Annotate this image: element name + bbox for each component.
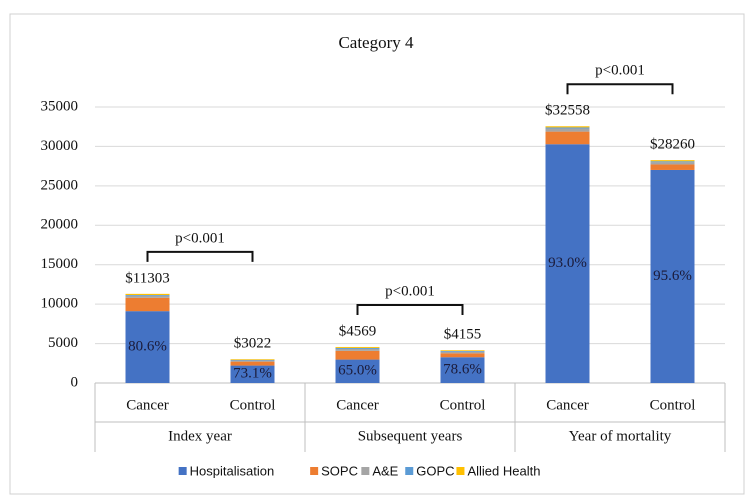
bar-segment (545, 128, 590, 132)
bar-segment (545, 127, 590, 129)
share-label: 80.6% (128, 339, 167, 355)
share-label: 73.1% (233, 366, 272, 382)
group-label: Subsequent years (358, 428, 463, 444)
x-tick-label: Control (230, 397, 276, 413)
x-tick-label: Control (440, 397, 486, 413)
legend-swatch (361, 467, 370, 475)
bar-segment (125, 293, 170, 295)
bar-segment (440, 350, 485, 351)
bar-segment (545, 131, 590, 145)
bar-segment (335, 350, 380, 360)
y-tick-label: 5000 (48, 335, 78, 351)
bar-segment (440, 350, 485, 352)
y-tick-label: 0 (71, 374, 79, 390)
x-tick-label: Cancer (336, 397, 378, 413)
share-label: 93.0% (548, 255, 587, 271)
significance-bracket (566, 83, 674, 95)
bar-segment (440, 357, 485, 383)
chart-title: Category 4 (338, 33, 414, 52)
y-tick-label: 25000 (41, 177, 79, 193)
x-tick-label: Cancer (126, 397, 168, 413)
group-label: Year of mortality (569, 428, 672, 444)
bar-segment (125, 311, 170, 383)
y-tick-label: 10000 (41, 296, 79, 312)
y-tick-label: 35000 (41, 98, 79, 114)
pvalue-label: p<0.001 (595, 63, 645, 79)
legend-label: GOPC (416, 463, 454, 478)
share-label: 78.6% (443, 362, 482, 378)
bar-segment (650, 169, 695, 383)
total-label: $28260 (650, 137, 695, 153)
group-label: Index year (168, 428, 232, 444)
bar-segment (650, 160, 695, 162)
bar-segment (545, 144, 590, 383)
legend-swatch (405, 467, 414, 475)
bar-segment (125, 294, 170, 296)
total-label: $11303 (125, 270, 169, 286)
significance-bracket (146, 250, 254, 262)
legend-swatch (178, 467, 187, 475)
legend-label: SOPC (321, 463, 358, 478)
x-tick-label: Control (650, 397, 696, 413)
bar-segment (230, 361, 275, 366)
share-label: 95.6% (653, 268, 692, 284)
bar-segment (230, 359, 275, 360)
bar-segment (230, 359, 275, 361)
bar-segment (230, 365, 275, 383)
total-label: $32558 (545, 103, 590, 119)
bar-segment (335, 348, 380, 351)
bar-segment (650, 164, 695, 170)
bar-segment (335, 347, 380, 349)
x-tick-label: Cancer (546, 397, 588, 413)
bar-segment (335, 346, 380, 348)
total-label: $4155 (444, 327, 482, 343)
bar-segment (230, 360, 275, 362)
bar-segment (440, 353, 485, 358)
bar-segment (650, 162, 695, 165)
legend-swatch (310, 467, 319, 475)
total-label: $3022 (234, 336, 272, 352)
total-label: $4569 (339, 323, 377, 339)
legend-label: A&E (372, 463, 398, 478)
y-tick-label: 15000 (41, 256, 79, 272)
bar-segment (125, 295, 170, 298)
bar-segment (545, 126, 590, 128)
pvalue-label: p<0.001 (385, 283, 435, 299)
significance-bracket (356, 303, 464, 315)
bar-segment (125, 297, 170, 312)
bar-segment (650, 161, 695, 163)
y-tick-label: 20000 (41, 217, 79, 233)
bar-segment (335, 359, 380, 383)
y-tick-label: 30000 (41, 138, 79, 154)
legend-label: Allied Health (467, 463, 540, 478)
pvalue-label: p<0.001 (175, 230, 225, 246)
legend-swatch (456, 467, 465, 475)
share-label: 65.0% (338, 363, 377, 379)
legend-label: Hospitalisation (190, 463, 275, 478)
chart-frame (9, 13, 745, 495)
bar-segment (440, 351, 485, 354)
